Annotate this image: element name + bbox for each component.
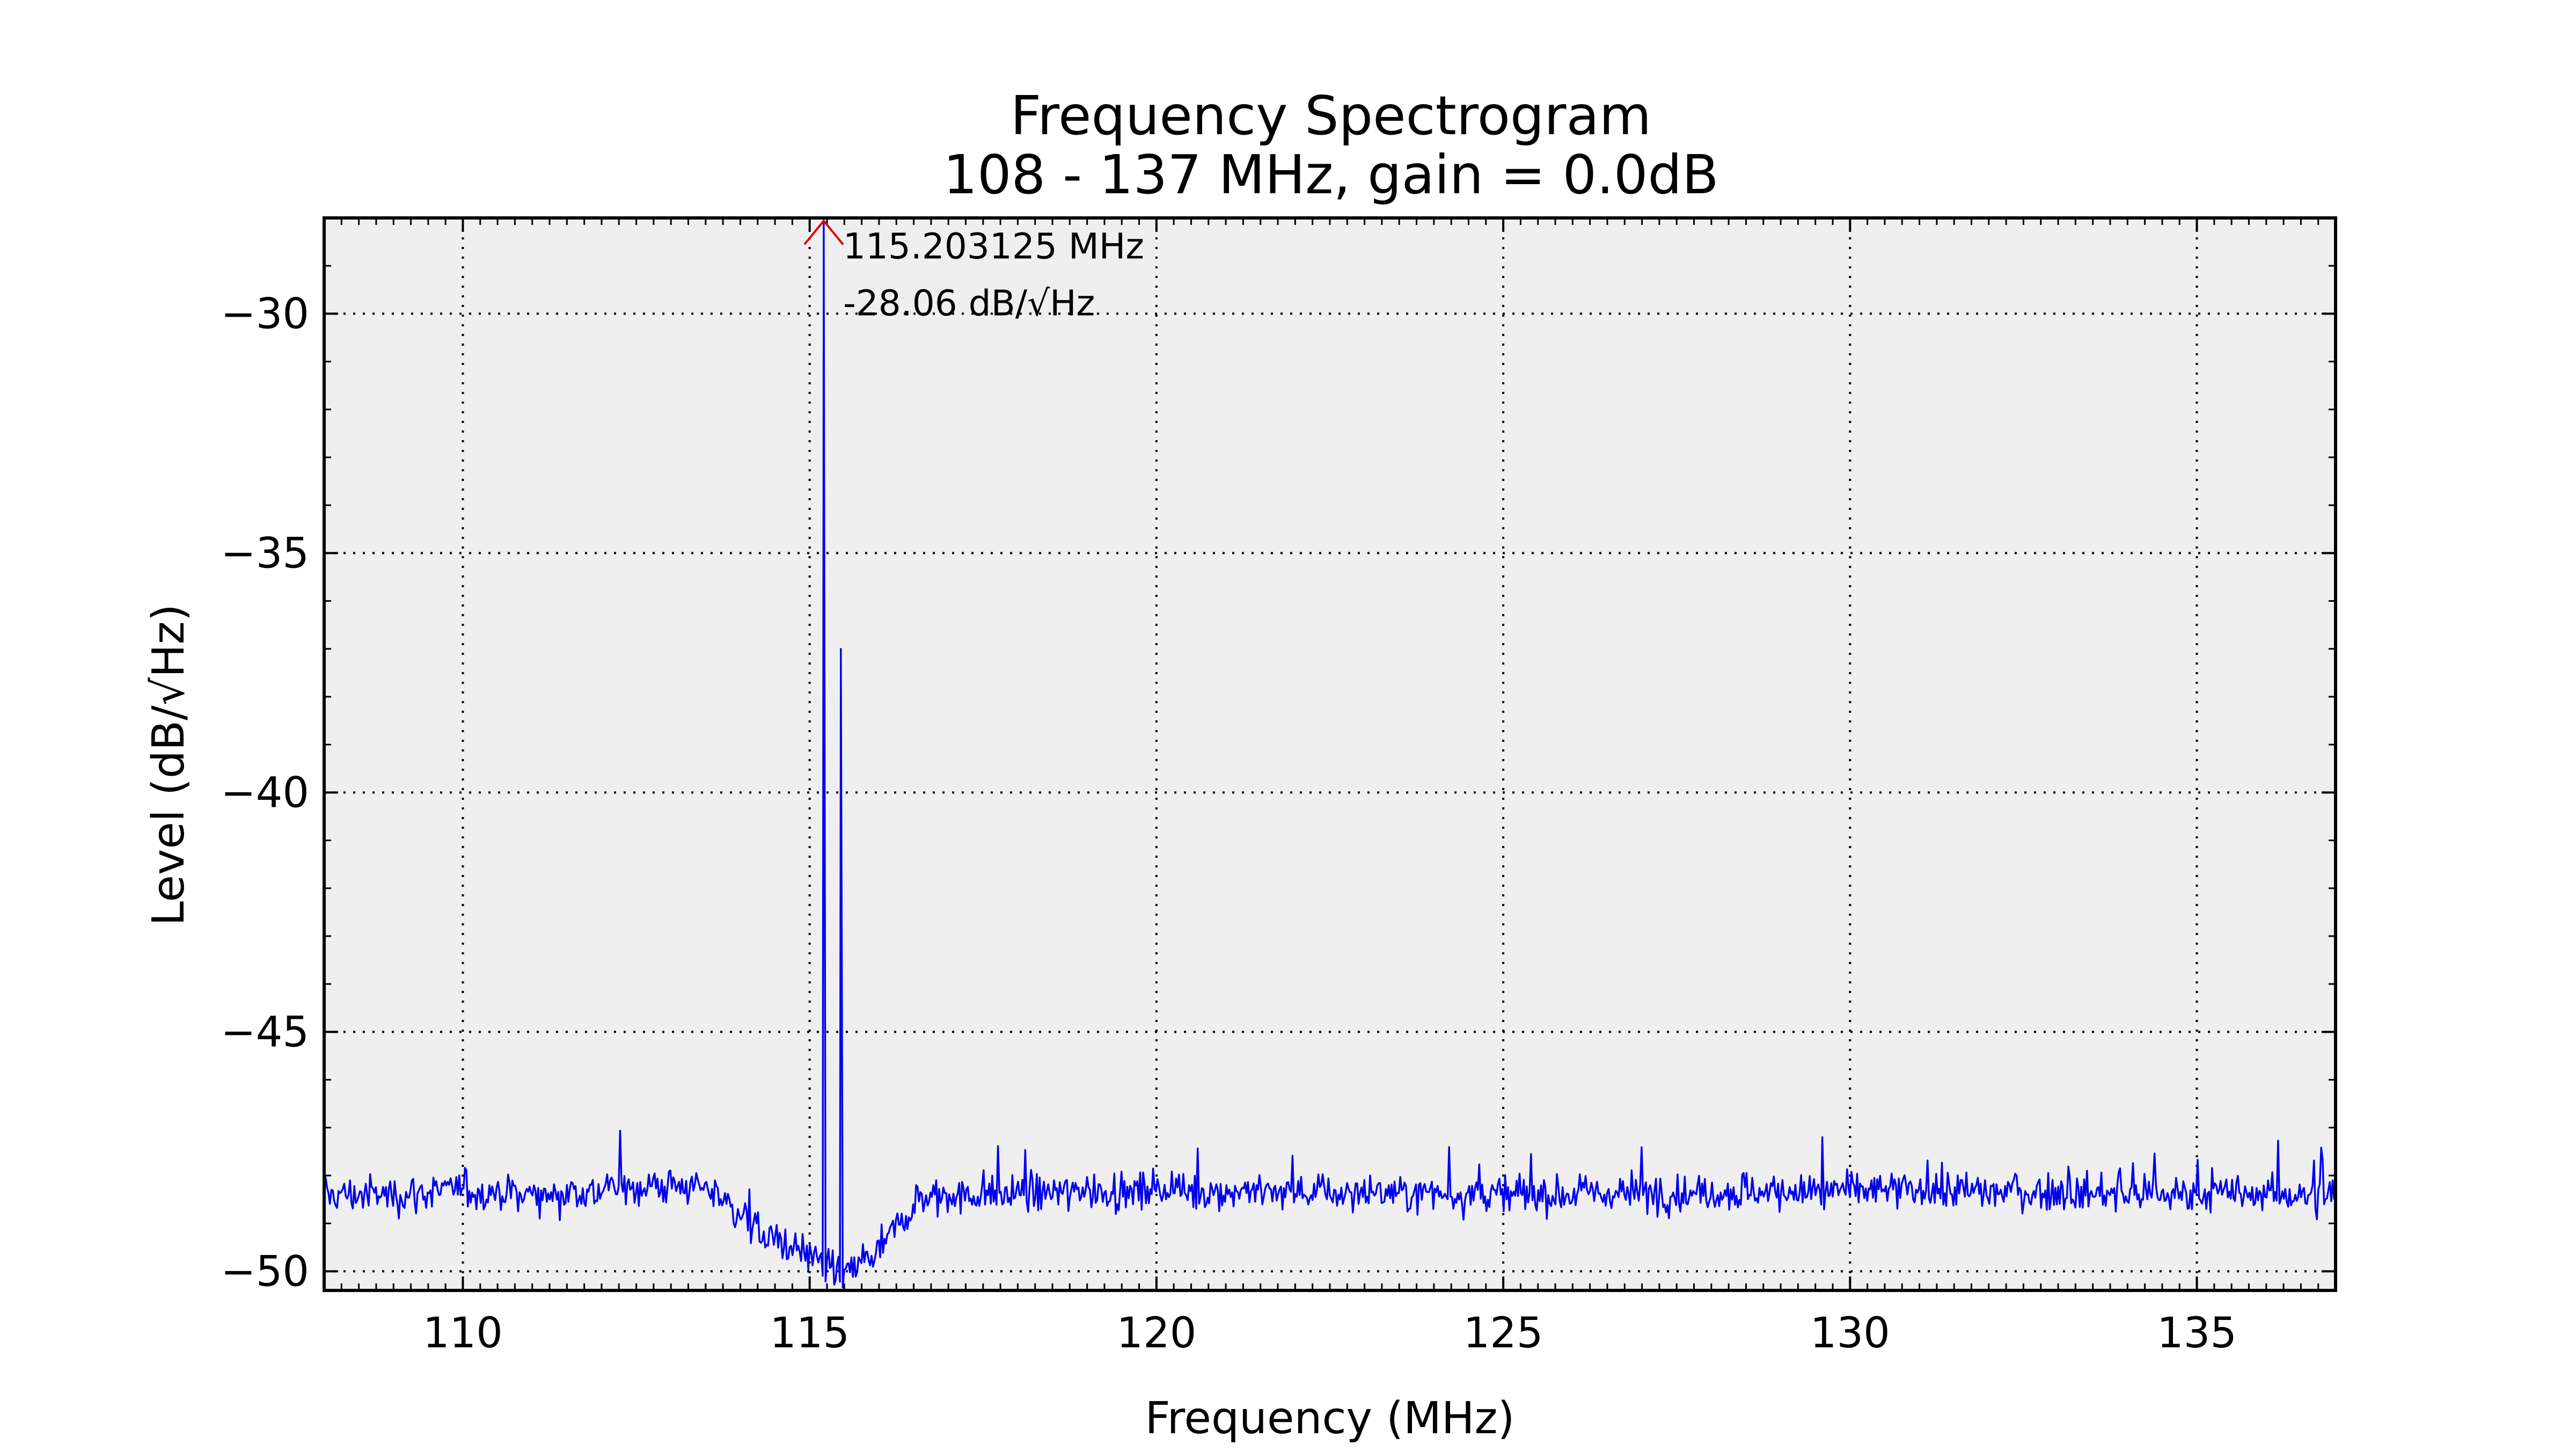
series-layer (323, 220, 2337, 1289)
spectrum-line (323, 220, 2337, 1289)
x-tick-label: 115 (770, 1309, 850, 1358)
y-axis-label: Level (dB/√Hz) (143, 604, 194, 925)
y-tick-label: −40 (221, 769, 309, 817)
y-tick-label: −30 (221, 290, 309, 338)
grid-lines (324, 218, 2336, 1290)
x-tick-label: 135 (2157, 1309, 2237, 1358)
x-tick-label: 130 (1810, 1309, 1890, 1358)
peak-annotation: 115.203125 MHz -28.06 dB/√Hz (803, 219, 1144, 324)
y-tick-label: −45 (221, 1008, 309, 1056)
chart-title: Frequency Spectrogram (1011, 84, 1651, 147)
plot-area (324, 218, 2336, 1290)
peak-level-label: -28.06 dB/√Hz (843, 282, 1095, 324)
peak-marker (803, 219, 844, 245)
x-tick-label: 110 (423, 1309, 503, 1358)
x-tick-label: 125 (1463, 1309, 1543, 1358)
x-tick-label: 120 (1116, 1309, 1196, 1358)
y-tick-label: −50 (221, 1247, 309, 1296)
y-tick-label: −35 (221, 529, 309, 578)
x-axis-label: Frequency (MHz) (1145, 1393, 1514, 1444)
plot-frame (323, 216, 2337, 1292)
chart-subtitle: 108 - 137 MHz, gain = 0.0dB (943, 143, 1718, 206)
peak-frequency-label: 115.203125 MHz (843, 225, 1144, 267)
